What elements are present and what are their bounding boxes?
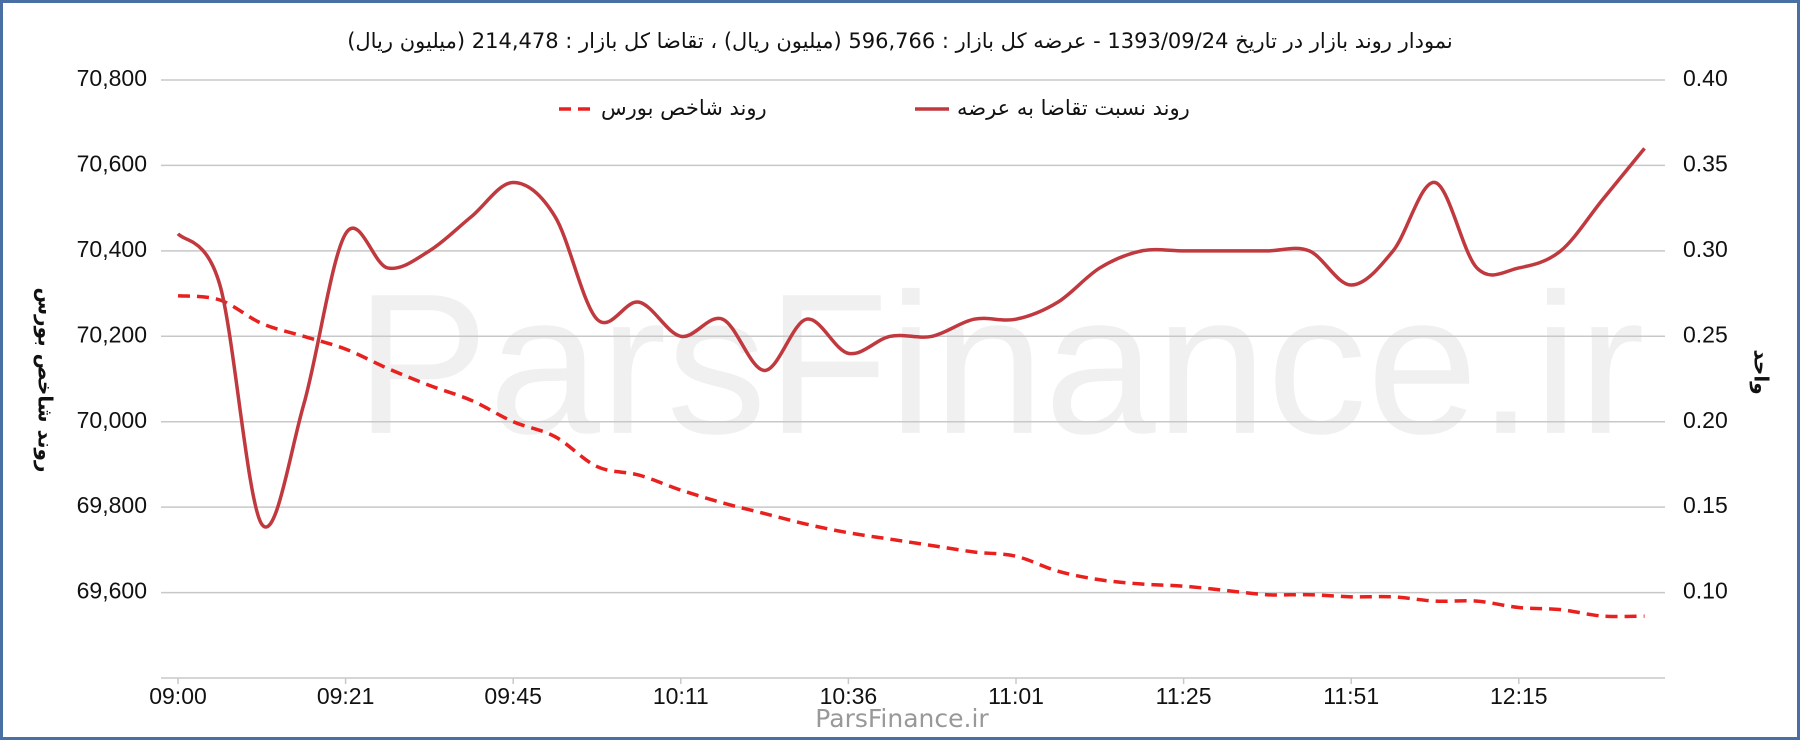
y2-tick-label: 0.15: [1683, 492, 1728, 518]
y-tick-label: 70,600: [77, 151, 147, 177]
y2-tick-label: 0.35: [1683, 151, 1728, 177]
x-tick-label: 10:11: [653, 683, 709, 709]
footer: ParsFinance.ir: [815, 704, 989, 733]
y-tick-label: 69,600: [77, 578, 147, 604]
y2-tick-label: 0.25: [1683, 321, 1728, 347]
y2-tick-label: 0.40: [1683, 65, 1728, 91]
y-tick-label: 70,400: [77, 236, 147, 262]
y-axis-label: روند شاخص بورس: [34, 288, 58, 473]
x-tick-label: 09:45: [484, 683, 542, 709]
x-tick-label: 10:36: [820, 683, 878, 709]
series-line: [177, 293, 1645, 619]
x-tick-label: 11:51: [1323, 683, 1379, 709]
x-tick-label: 12:15: [1490, 683, 1548, 709]
watermark: ParsFinance.ir: [355, 253, 1644, 476]
y2-tick-label: 0.20: [1683, 407, 1728, 433]
y-tick-label: 69,800: [77, 492, 147, 518]
y-tick-label: 70,200: [77, 321, 147, 347]
x-tick-label: 11:01: [988, 683, 1044, 709]
y2-axis-label: واحد: [1750, 349, 1774, 394]
y-tick-label: 70,000: [77, 407, 147, 433]
legend-label: روند نسبت تقاضا به عرضه: [957, 96, 1190, 120]
y-tick-label: 70,800: [77, 65, 147, 91]
x-tick-label: 09:21: [317, 683, 375, 709]
x-tick-label: 09:00: [149, 683, 207, 709]
legend-label: روند شاخص بورس: [601, 96, 767, 120]
y2-tick-label: 0.30: [1683, 236, 1728, 262]
chart-title: نمودار روند بازار در تاریخ 1393/09/24 - …: [347, 29, 1453, 53]
x-tick-label: 11:25: [1156, 683, 1212, 709]
y2-tick-label: 0.10: [1683, 578, 1728, 604]
series-line: [176, 147, 1646, 529]
